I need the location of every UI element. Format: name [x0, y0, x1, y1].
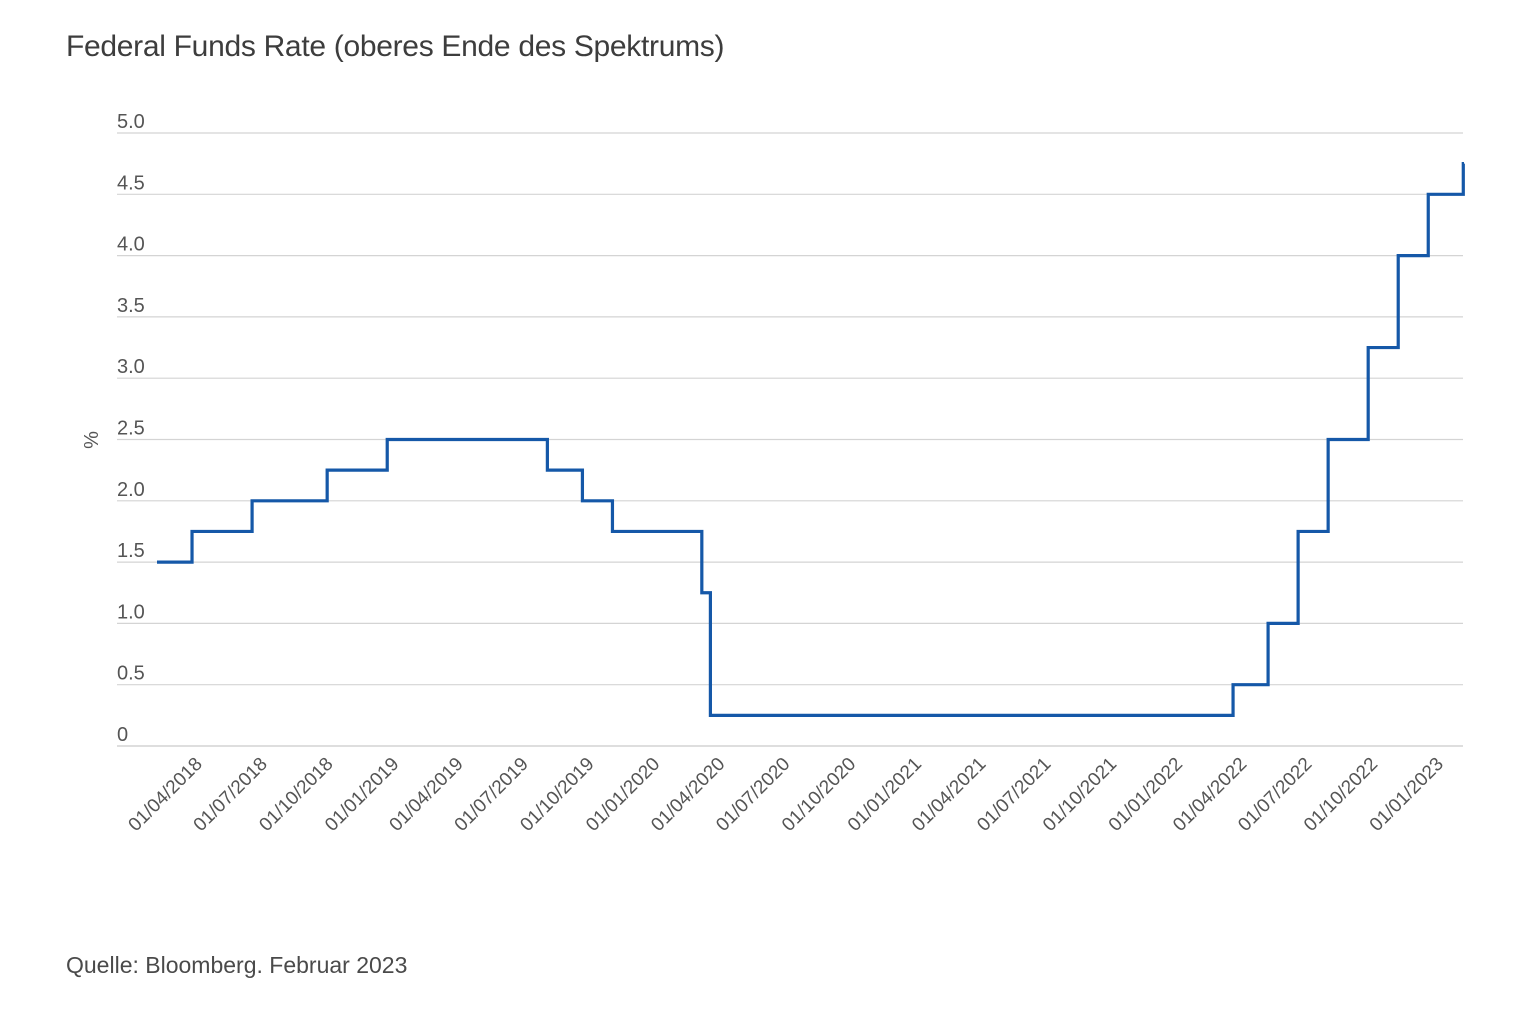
grid-lines	[117, 132, 1463, 747]
y-tick-label: 3.5	[117, 295, 145, 317]
chart-title: Federal Funds Rate (oberes Ende des Spek…	[66, 30, 725, 63]
y-tick-label: 4.5	[117, 172, 145, 194]
y-tick-label: 2.5	[117, 418, 145, 440]
y-axis-ticks: 0 0.5 1.0 1.5 2.0 2.5 3.0 3.5 4.0 4.5 5.0	[117, 111, 145, 746]
y-tick-label: 2.0	[117, 479, 145, 501]
y-tick-label: 0.5	[117, 663, 145, 685]
x-axis-ticks: 01/04/201801/07/201801/10/201801/01/2019…	[125, 754, 1448, 836]
y-axis-label: %	[81, 431, 103, 449]
y-tick-label: 1.5	[117, 540, 145, 562]
source-note: Quelle: Bloomberg. Februar 2023	[66, 952, 408, 978]
series-line	[157, 162, 1465, 717]
series-layer	[157, 162, 1465, 717]
y-tick-label: 1.0	[117, 601, 145, 623]
y-tick-label: 5.0	[117, 111, 145, 133]
y-tick-label: 0	[117, 724, 128, 746]
y-tick-label: 4.0	[117, 234, 145, 256]
y-tick-label: 3.0	[117, 356, 145, 378]
